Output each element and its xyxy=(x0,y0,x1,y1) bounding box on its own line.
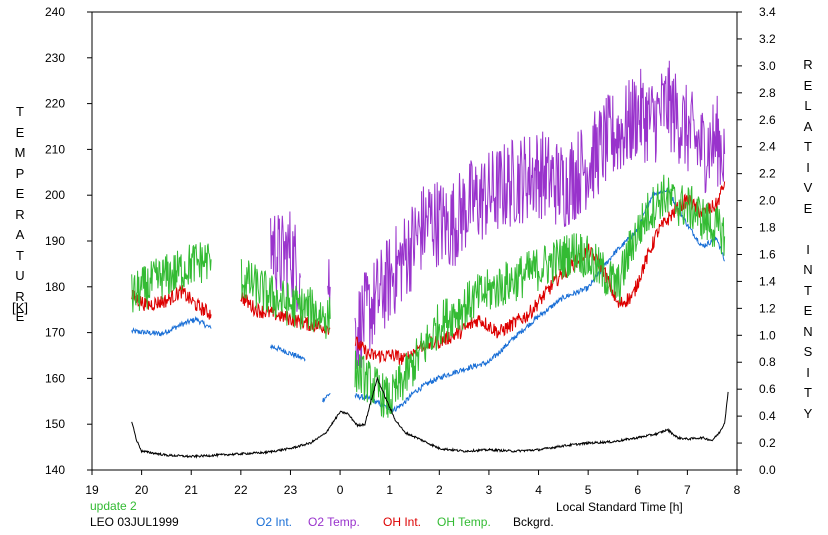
y-right-tick-label: 0.6 xyxy=(759,382,776,396)
series-line-oh-temp xyxy=(240,259,331,339)
left-axis-letter: R xyxy=(15,288,25,304)
y-left-tick-label: 200 xyxy=(45,188,65,202)
left-axis-letter: A xyxy=(15,227,25,242)
x-tick-label: 0 xyxy=(337,483,344,497)
left-axis-title: T E M P E R A T U R E xyxy=(10,102,30,328)
y-left-tick-label: 160 xyxy=(45,371,65,385)
x-tick-label: 2 xyxy=(436,483,443,497)
right-axis-letter: I xyxy=(806,364,810,380)
x-tick-label: 21 xyxy=(185,483,199,497)
y-right-tick-label: 3.2 xyxy=(759,32,776,46)
left-axis-letter: E xyxy=(15,124,25,140)
left-axis-letter: P xyxy=(15,165,25,181)
y-left-tick-label: 230 xyxy=(45,51,65,65)
series-line-o2-temp xyxy=(270,211,301,312)
ticks-layer: 19 20 21 22 23 0 1 2 3 4 5 6 7 8140150160170180190200… xyxy=(45,5,776,497)
y-right-tick-label: 2.4 xyxy=(759,140,776,154)
x-tick-label: 23 xyxy=(284,483,298,497)
y-left-tick-label: 180 xyxy=(45,280,65,294)
x-axis-label: Local Standard Time [h] xyxy=(556,500,683,514)
y-right-tick-label: 3.0 xyxy=(759,59,776,73)
legend-bckgrd: Bckgrd. xyxy=(513,515,554,529)
series-line-oh-temp xyxy=(354,174,726,418)
series-line-oh-int xyxy=(131,284,212,320)
x-tick-label: 6 xyxy=(634,483,641,497)
right-axis-letter: T xyxy=(804,282,812,298)
series-layer xyxy=(131,60,729,459)
right-axis-letter: A xyxy=(803,118,813,134)
series-line-o2-int xyxy=(354,187,725,413)
left-axis-letter: T xyxy=(16,104,24,119)
left-axis-letter: U xyxy=(15,268,25,283)
right-axis-letter: E xyxy=(803,303,813,318)
right-axis-gap xyxy=(798,219,818,240)
y-left-tick-label: 240 xyxy=(45,5,65,19)
right-axis-letter: Y xyxy=(803,405,813,421)
series-line-oh-int xyxy=(240,292,331,335)
x-tick-label: 19 xyxy=(85,483,99,497)
right-axis-letter: I xyxy=(806,159,810,175)
series-line-o2-int xyxy=(270,344,306,362)
right-axis-letter: N xyxy=(803,323,813,339)
legend-oh-temp: OH Temp. xyxy=(437,515,491,529)
station-date-label: LEO 03JUL1999 xyxy=(90,515,179,529)
series-line-o2-int xyxy=(322,392,331,403)
right-axis-letter: T xyxy=(804,385,812,400)
right-axis-letter: I xyxy=(806,241,810,257)
legend-o2-int: O2 Int. xyxy=(256,515,293,529)
left-axis-letter: T xyxy=(16,247,24,263)
series-line-o2-int xyxy=(131,315,212,337)
legend-o2-temp: O2 Temp. xyxy=(308,515,360,529)
y-left-tick-label: 190 xyxy=(45,234,65,248)
y-right-tick-label: 2.2 xyxy=(759,167,776,181)
right-axis-letter: R xyxy=(803,57,813,72)
y-left-tick-label: 210 xyxy=(45,142,65,156)
right-axis-letter: T xyxy=(804,139,812,154)
right-axis-letter: S xyxy=(803,344,813,359)
x-tick-label: 1 xyxy=(386,483,393,497)
legend-oh-int: OH Int. xyxy=(383,515,422,529)
right-axis-letter: E xyxy=(803,200,813,216)
y-left-tick-label: 140 xyxy=(45,463,65,477)
y-left-tick-label: 220 xyxy=(45,97,65,111)
x-tick-label: 7 xyxy=(684,483,691,497)
x-tick-label: 20 xyxy=(135,483,149,497)
y-right-tick-label: 0.2 xyxy=(759,436,776,450)
x-tick-label: 8 xyxy=(734,483,741,497)
series-line-oh-temp xyxy=(131,242,212,313)
left-axis-letter: E xyxy=(15,309,25,324)
left-axis-unit: [K] xyxy=(12,300,28,315)
left-axis-letter: E xyxy=(15,186,25,201)
y-right-tick-label: 2.0 xyxy=(759,194,776,208)
right-axis-title: R E L A T I V E I N T E N S I T Y xyxy=(798,55,818,424)
y-right-tick-label: 0.4 xyxy=(759,409,776,423)
y-right-tick-label: 2.6 xyxy=(759,113,776,127)
y-left-tick-label: 150 xyxy=(45,417,65,431)
right-axis-letter: L xyxy=(804,98,812,113)
x-tick-label: 22 xyxy=(234,483,248,497)
right-axis-letter: N xyxy=(803,262,813,277)
y-right-tick-label: 0.8 xyxy=(759,355,776,369)
update-note: update 2 xyxy=(90,499,137,513)
y-right-tick-label: 2.8 xyxy=(759,86,776,100)
y-right-tick-label: 1.6 xyxy=(759,247,776,261)
y-right-tick-label: 1.2 xyxy=(759,301,776,315)
x-tick-label: 5 xyxy=(585,483,592,497)
series-line-o2-temp xyxy=(354,60,726,369)
series-line-bckgrd xyxy=(131,376,729,459)
left-axis-letter: R xyxy=(15,206,25,222)
left-axis-letter: M xyxy=(14,145,26,160)
y-right-tick-label: 1.4 xyxy=(759,274,776,288)
right-axis-letter: V xyxy=(803,180,813,195)
x-tick-label: 3 xyxy=(486,483,493,497)
x-tick-label: 4 xyxy=(535,483,542,497)
y-right-tick-label: 1.8 xyxy=(759,221,776,235)
right-axis-letter: E xyxy=(803,77,813,93)
y-right-tick-label: 3.4 xyxy=(759,5,776,19)
y-left-tick-label: 170 xyxy=(45,326,65,340)
y-right-tick-label: 1.0 xyxy=(759,328,776,342)
y-right-tick-label: 0.0 xyxy=(759,463,776,477)
